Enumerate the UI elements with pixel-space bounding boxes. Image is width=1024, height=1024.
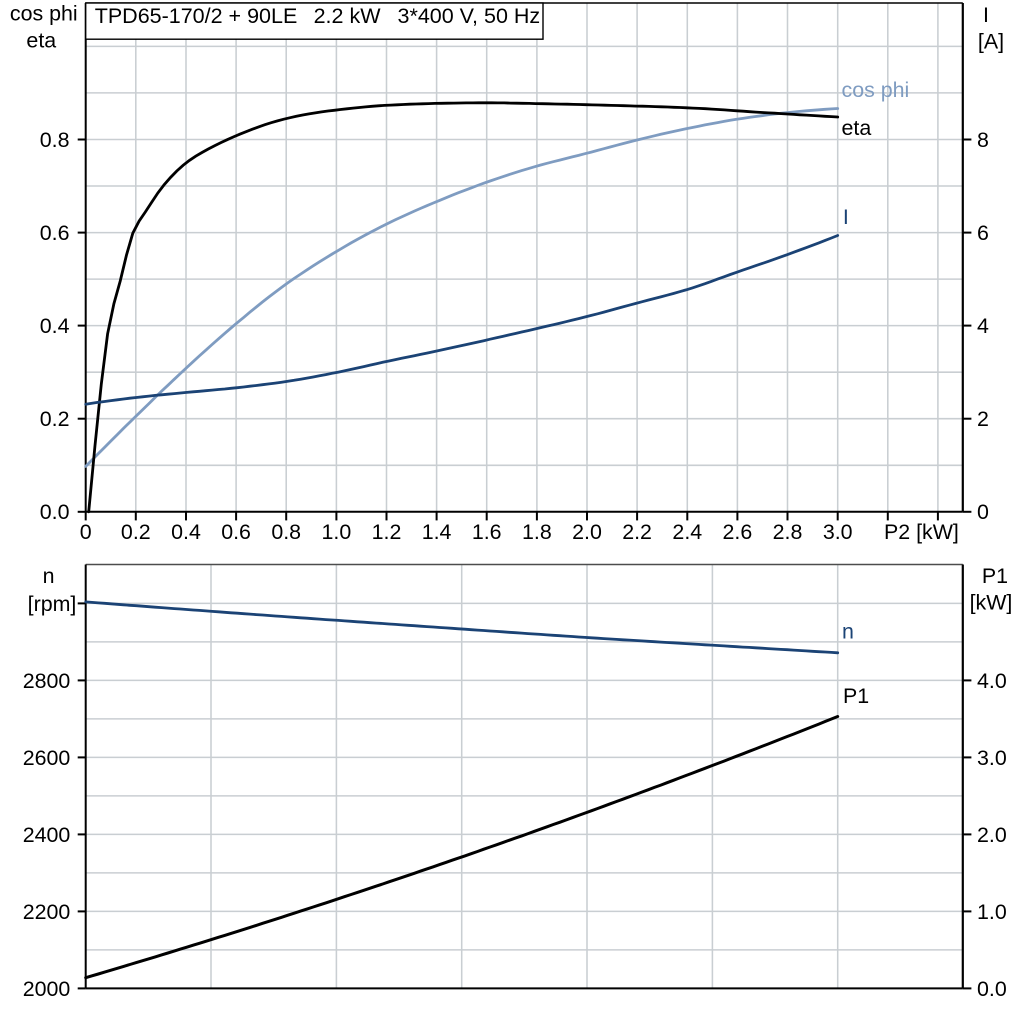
svg-text:1.8: 1.8 xyxy=(522,520,552,544)
svg-text:2.4: 2.4 xyxy=(672,520,702,544)
svg-text:n: n xyxy=(842,619,854,643)
svg-text:3.0: 3.0 xyxy=(977,746,1007,770)
svg-text:0.0: 0.0 xyxy=(977,977,1007,1001)
svg-text:1.6: 1.6 xyxy=(472,520,502,544)
svg-text:1.0: 1.0 xyxy=(322,520,352,544)
svg-text:0.4: 0.4 xyxy=(40,314,70,338)
svg-text:1.0: 1.0 xyxy=(977,900,1007,924)
svg-text:0.8: 0.8 xyxy=(40,128,70,152)
svg-text:2.2: 2.2 xyxy=(622,520,652,544)
svg-text:P1: P1 xyxy=(843,684,869,708)
svg-text:1.2: 1.2 xyxy=(372,520,402,544)
svg-text:cos phi: cos phi xyxy=(10,1,78,25)
svg-text:0.8: 0.8 xyxy=(271,520,301,544)
svg-text:6: 6 xyxy=(977,221,989,245)
svg-text:0.2: 0.2 xyxy=(121,520,151,544)
svg-text:4.0: 4.0 xyxy=(977,669,1007,693)
svg-text:2.8: 2.8 xyxy=(773,520,803,544)
svg-text:2.0: 2.0 xyxy=(977,823,1007,847)
svg-text:2400: 2400 xyxy=(23,823,71,847)
svg-text:[rpm]: [rpm] xyxy=(28,592,77,616)
svg-text:eta: eta xyxy=(842,116,872,140)
svg-text:2.0: 2.0 xyxy=(572,520,602,544)
svg-text:0.0: 0.0 xyxy=(40,500,70,524)
svg-text:cos phi: cos phi xyxy=(842,78,910,102)
svg-text:0: 0 xyxy=(80,520,92,544)
svg-text:I: I xyxy=(843,205,849,229)
svg-text:2800: 2800 xyxy=(23,669,71,693)
svg-text:P2 [kW]: P2 [kW] xyxy=(884,520,959,544)
svg-text:[A]: [A] xyxy=(978,29,1004,53)
svg-text:I: I xyxy=(983,3,989,27)
svg-text:0.6: 0.6 xyxy=(40,221,70,245)
svg-text:2.6: 2.6 xyxy=(723,520,753,544)
svg-text:2000: 2000 xyxy=(23,977,71,1001)
svg-text:2: 2 xyxy=(977,407,989,431)
svg-text:[kW]: [kW] xyxy=(970,590,1013,614)
svg-text:1.4: 1.4 xyxy=(422,520,452,544)
svg-text:4: 4 xyxy=(977,314,989,338)
svg-text:8: 8 xyxy=(977,128,989,152)
svg-text:TPD65-170/2 + 90LE: TPD65-170/2 + 90LE xyxy=(95,4,298,28)
svg-text:P1: P1 xyxy=(982,564,1008,588)
svg-text:0.2: 0.2 xyxy=(40,407,70,431)
svg-text:2.2 kW: 2.2 kW xyxy=(314,4,382,28)
svg-text:3*400 V, 50 Hz: 3*400 V, 50 Hz xyxy=(398,4,541,28)
svg-text:2200: 2200 xyxy=(23,900,71,924)
svg-text:n: n xyxy=(43,564,55,588)
svg-text:0.6: 0.6 xyxy=(221,520,251,544)
svg-text:0.4: 0.4 xyxy=(171,520,201,544)
svg-text:2600: 2600 xyxy=(23,746,71,770)
svg-text:3.0: 3.0 xyxy=(823,520,853,544)
svg-text:0: 0 xyxy=(977,500,989,524)
svg-text:eta: eta xyxy=(26,28,56,52)
